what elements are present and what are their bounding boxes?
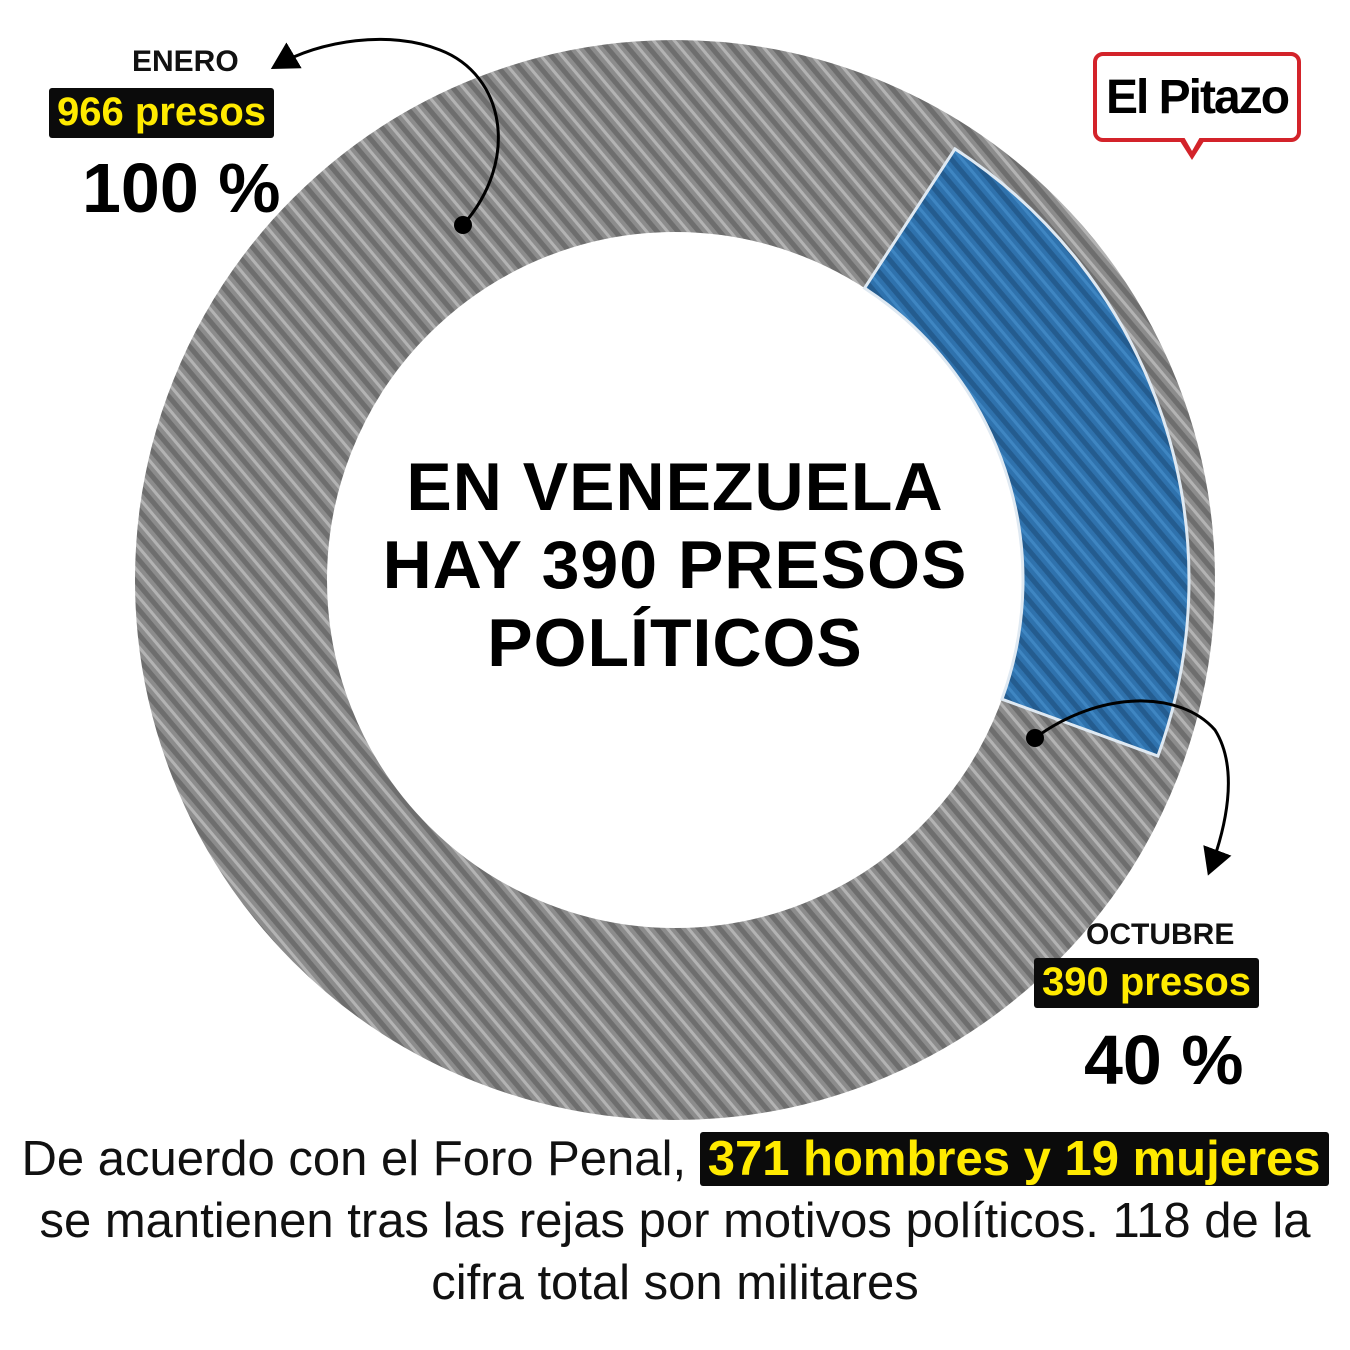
- el-pitazo-logo: El Pitazo: [1093, 52, 1301, 142]
- footnote: De acuerdo con el Foro Penal, 371 hombre…: [20, 1128, 1330, 1314]
- footnote-highlight: 371 hombres y 19 mujeres: [699, 1132, 1329, 1186]
- octubre-percent-label: 40 %: [1084, 1021, 1244, 1099]
- enero-month-label: ENERO: [132, 45, 239, 78]
- enero-percent-label: 100 %: [82, 149, 281, 227]
- title-line-1: EN VENEZUELA: [406, 449, 944, 525]
- enero-pointer-arrow: [270, 37, 500, 226]
- slice-octubre: [862, 146, 1191, 758]
- footnote-part-1: De acuerdo con el Foro Penal,: [21, 1132, 700, 1186]
- logo-speech-tail-inner: [1184, 137, 1200, 151]
- title-line-2: HAY 390 PRESOS: [382, 527, 968, 603]
- logo-text: El Pitazo: [1105, 70, 1290, 124]
- octubre-count-badge: 390 presos: [1034, 958, 1260, 1008]
- footnote-part-2: se mantienen tras las rejas por motivos …: [39, 1194, 1311, 1310]
- octubre-pointer-arrow: [1034, 699, 1232, 876]
- enero-count-badge: 966 presos: [49, 88, 275, 138]
- chart-center-title: EN VENEZUELA HAY 390 PRESOS POLÍTICOS: [325, 448, 1025, 682]
- octubre-month-label: OCTUBRE: [1086, 918, 1235, 951]
- title-line-3: POLÍTICOS: [487, 605, 863, 681]
